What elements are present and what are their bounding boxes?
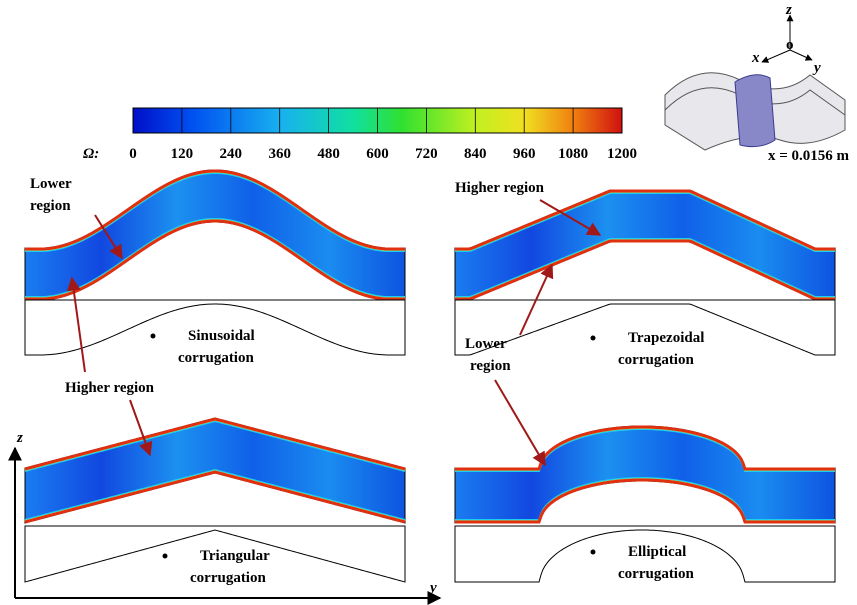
axis-label: z: [16, 430, 23, 446]
colorbar-tick-label: 240: [220, 146, 243, 162]
solid-wall: [455, 300, 835, 355]
bullet: [591, 336, 596, 341]
panel-label: Elliptical: [628, 544, 686, 560]
colorbar-label: Ω:: [83, 146, 99, 162]
inset-figure: [665, 15, 845, 150]
colorbar-tick-label: 720: [415, 146, 438, 162]
colorbar-tick-label: 480: [317, 146, 340, 162]
colorbar-tick-label: 840: [464, 146, 487, 162]
colorbar-tick-label: 360: [268, 146, 291, 162]
panel-label: Sinusoidal: [188, 328, 255, 344]
bullet: [151, 334, 156, 339]
flow-field: [25, 170, 405, 300]
inset-axis-label: o: [786, 37, 794, 53]
inset-plane-label: x = 0.0156 m: [768, 148, 850, 164]
annotation: Higher region: [65, 380, 155, 396]
inset-axis-label: y: [812, 60, 821, 76]
bullet: [591, 550, 596, 555]
annotation: region: [470, 358, 511, 374]
panel-label: Triangular: [200, 548, 270, 564]
panel-label: corrugation: [178, 350, 254, 366]
colorbar-tick-label: 600: [366, 146, 389, 162]
annotation: region: [30, 198, 71, 214]
inset-axis-label: z: [785, 2, 792, 18]
flow-field: [455, 190, 835, 300]
annotation: Lower: [30, 176, 72, 192]
annotation-arrow: [495, 380, 545, 465]
annotation: Lower: [465, 336, 507, 352]
flow-field: [455, 426, 835, 523]
colorbar-tick-label: 0: [129, 146, 137, 162]
panel-label: corrugation: [190, 570, 266, 586]
axis-label: y: [428, 580, 437, 596]
annotation: Higher region: [455, 180, 545, 196]
colorbar-tick-label: 120: [171, 146, 194, 162]
bullet: [163, 554, 168, 559]
inset-axis-label: x: [751, 50, 760, 66]
colorbar-tick-label: 960: [513, 146, 536, 162]
colorbar-tick-label: 1200: [607, 146, 637, 162]
panel-label: corrugation: [618, 566, 694, 582]
colorbar-tick-label: 1080: [558, 146, 588, 162]
panel-label: Trapezoidal: [628, 330, 704, 346]
figure: Ω: 0 120 240 360 480 600 720 840 960 1080 1200 z o x y x…: [0, 0, 857, 605]
panel-label: corrugation: [618, 352, 694, 368]
